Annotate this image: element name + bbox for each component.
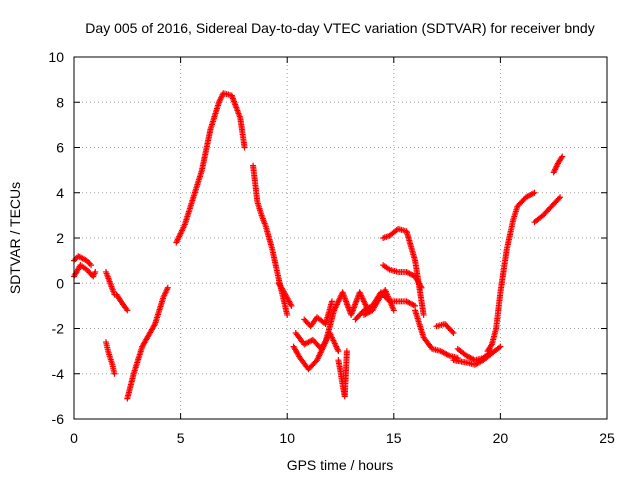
x-tick-label: 25 xyxy=(599,430,615,446)
y-tick-label: 6 xyxy=(56,140,64,156)
data-point xyxy=(88,262,95,269)
x-tick-label: 5 xyxy=(177,430,185,446)
data-point xyxy=(497,343,504,350)
y-tick-label: -4 xyxy=(52,366,65,382)
data-point xyxy=(557,194,564,201)
data-points xyxy=(71,90,566,402)
data-point-interp xyxy=(555,195,562,202)
x-tick-label: 15 xyxy=(386,430,402,446)
data-point xyxy=(531,189,538,196)
y-tick-label: -2 xyxy=(52,321,65,337)
data-point xyxy=(343,348,350,355)
data-point xyxy=(124,307,131,314)
data-point xyxy=(164,284,171,291)
data-point xyxy=(92,268,99,275)
grid xyxy=(74,57,607,419)
y-tick-label: 2 xyxy=(56,230,64,246)
x-axis-label: GPS time / hours xyxy=(287,457,394,473)
data-point xyxy=(450,330,457,337)
data-point xyxy=(418,284,425,291)
data-point xyxy=(111,370,118,377)
data-point-interp xyxy=(449,328,456,335)
plot-frame xyxy=(73,56,608,420)
axis-ticks: 0 5 10 15 20 25 -6 -4 -2 0 2 4 6 8 10 xyxy=(48,49,615,446)
data-point-interp xyxy=(385,297,392,304)
data-point xyxy=(390,307,397,314)
x-tick-label: 20 xyxy=(493,430,509,446)
data-point-interp xyxy=(558,154,565,161)
x-tick-label: 0 xyxy=(70,430,78,446)
data-point xyxy=(328,298,335,305)
data-point xyxy=(241,144,248,151)
data-point-interp xyxy=(488,342,495,349)
y-axis-label: SDTVAR / TECUs xyxy=(7,182,23,294)
y-tick-label: 4 xyxy=(56,185,64,201)
x-tick-label: 10 xyxy=(279,430,295,446)
data-point xyxy=(559,153,566,160)
y-tick-label: 0 xyxy=(56,275,64,291)
y-tick-label: 10 xyxy=(48,49,64,65)
data-point xyxy=(284,311,291,318)
chart-title: Day 005 of 2016, Sidereal Day-to-day VTE… xyxy=(85,20,594,36)
data-point xyxy=(335,348,342,355)
y-tick-label: -6 xyxy=(52,411,65,427)
data-point xyxy=(288,302,295,309)
y-tick-label: 8 xyxy=(56,94,64,110)
data-point xyxy=(420,311,427,318)
